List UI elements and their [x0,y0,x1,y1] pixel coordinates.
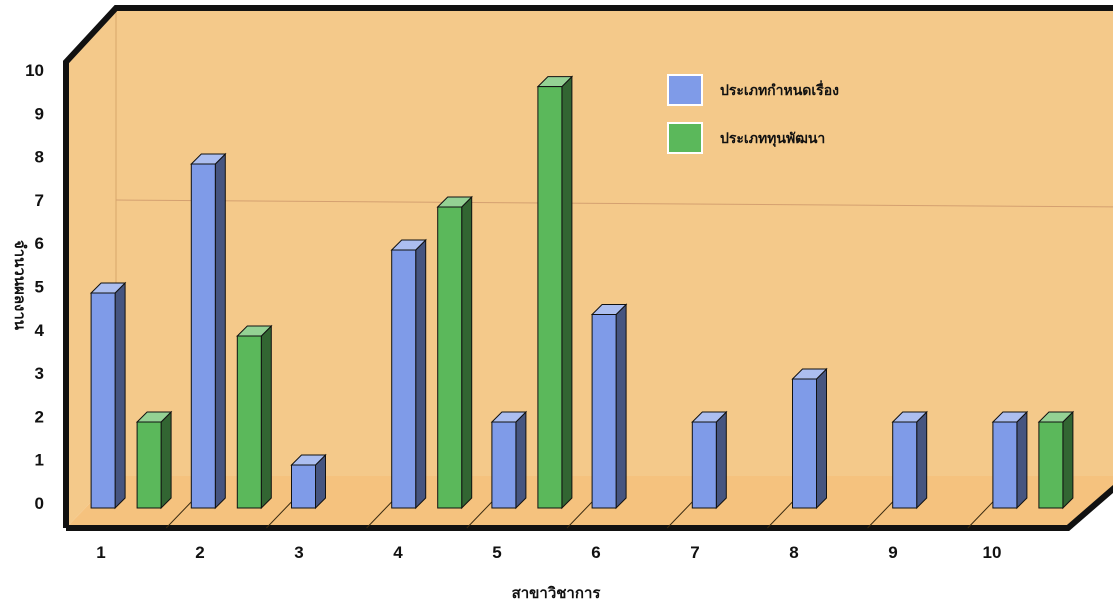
bar-blue-5 [490,410,528,510]
bars-group [89,75,1075,510]
bar-blue-6 [590,303,628,510]
x-tick-label: 9 [888,543,897,562]
bar-front [90,292,116,509]
y-tick-label: 8 [35,148,44,167]
outer-frame [63,5,1113,528]
floor-front-edge [66,485,1113,531]
bar-green-4 [436,195,473,510]
y-tick-label: 4 [35,321,45,340]
x-tick-label: 2 [195,543,204,562]
bar-green-1 [135,410,173,510]
bar-side [114,281,126,510]
bar-front [136,421,162,509]
bar-front [437,206,463,509]
x-tick-label: 3 [294,543,303,562]
legend-label: ประเภทกำหนดเรื่อง [720,80,839,98]
y-tick-label: 10 [25,61,44,80]
floor [66,476,1113,528]
x-tick-label: 6 [591,543,600,562]
x-axis-ticks: 1 2 3 4 5 6 7 8 9 10 [96,543,1001,562]
bar-front [1038,421,1064,509]
bar-front [491,421,517,509]
y-tick-label: 0 [35,494,44,513]
bar-side [715,410,727,510]
bar-blue-8 [791,367,828,510]
legend-swatch [667,122,703,154]
bar-blue-3 [290,453,327,510]
y-tick-label: 1 [35,451,44,470]
wall-crease-line [115,199,1113,208]
bar-front [992,421,1018,509]
bar-front [537,86,563,509]
bar-side [461,195,473,510]
bar-side [816,367,827,510]
bar-front [792,378,817,509]
y-tick-label: 5 [35,278,44,297]
y-axis-ticks: 0 1 2 3 4 5 6 7 8 9 10 [25,61,44,513]
bar-side [260,324,272,510]
x-tick-label: 7 [690,543,699,562]
bar-side [615,303,627,510]
bar-side [1062,410,1074,510]
chart-walls [63,5,1113,531]
bar-blue-10 [991,410,1029,510]
bar-front [236,335,262,509]
y-tick-label: 7 [35,191,44,210]
bar-front [892,421,918,509]
bar-blue-9 [891,410,928,510]
bar-side [415,238,427,510]
bar-side [160,410,172,510]
bar-front [691,421,717,509]
back-wall [116,8,1113,476]
bar-front [291,464,316,509]
bar-green-10 [1037,410,1075,510]
legend-swatch [667,74,703,106]
bar-front [190,163,216,509]
x-axis-title: สาขาวิชาการ [512,584,602,602]
y-axis-title: จำนวนผลงาน [11,240,28,331]
bar-blue-7 [691,410,728,510]
x-tick-label: 1 [96,543,105,562]
legend-label: ประเภททุนพัฒนา [720,130,825,147]
bar-side [214,152,226,510]
y-tick-label: 9 [35,104,44,123]
y-tick-label: 3 [35,364,44,383]
x-tick-label: 10 [983,543,1002,562]
x-tick-label: 4 [393,543,403,562]
y-tick-label: 2 [35,407,44,426]
bar-side [561,75,573,510]
bar-side [916,410,928,510]
bar-front [391,249,417,509]
bar-blue-4 [390,238,427,510]
bar-side [1016,410,1028,510]
x-tick-label: 8 [789,543,798,562]
x-tick-label: 5 [492,543,501,562]
bar-blue-2 [190,152,227,510]
bar-side [515,410,527,510]
bar-blue-1 [89,281,127,510]
y-tick-label: 6 [35,234,44,253]
bar-front [591,314,617,509]
bar-green-2 [236,324,273,510]
bar-green-5 [536,75,574,510]
